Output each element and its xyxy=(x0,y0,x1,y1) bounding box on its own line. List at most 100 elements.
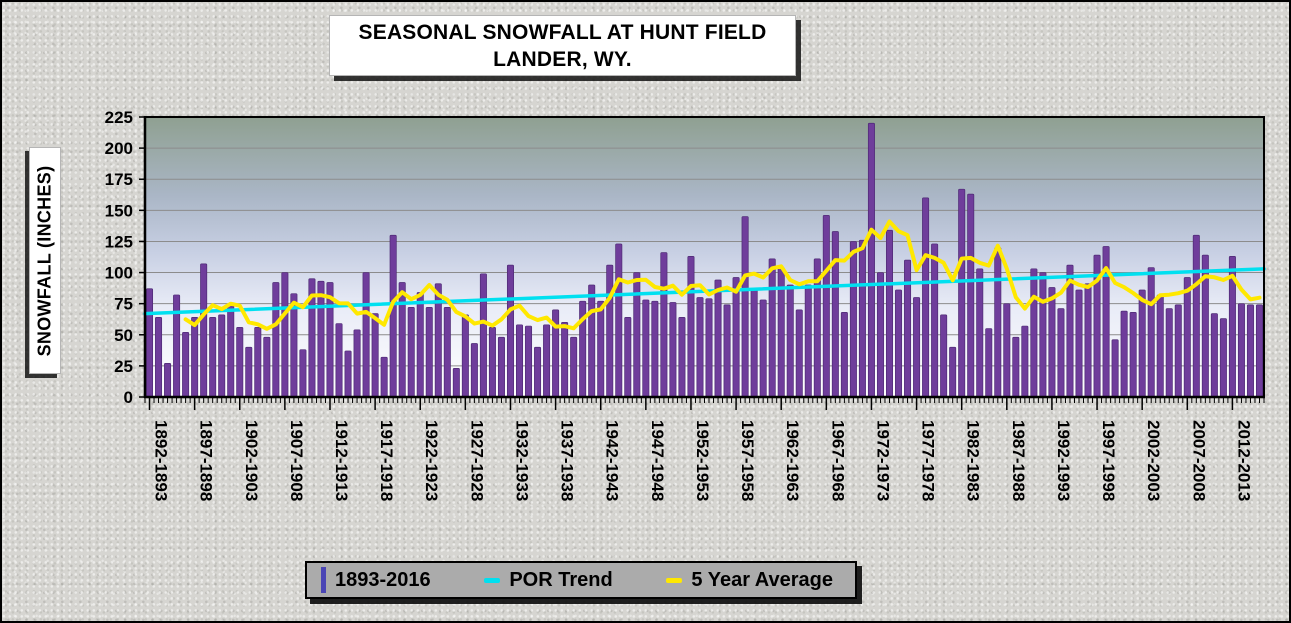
svg-text:1922-1923: 1922-1923 xyxy=(422,420,441,501)
snowfall-bar xyxy=(488,326,496,398)
svg-text:2002-2003: 2002-2003 xyxy=(1144,420,1163,501)
legend-item-trend: POR Trend xyxy=(484,568,613,592)
snowfall-bar xyxy=(344,350,352,398)
snowfall-bar xyxy=(976,268,984,398)
snowfall-bar xyxy=(470,343,478,398)
snowfall-bar xyxy=(1057,308,1065,398)
snowfall-bar xyxy=(407,307,415,398)
snowfall-bar xyxy=(804,284,812,398)
snowfall-bar xyxy=(840,312,848,398)
snowfall-bar xyxy=(525,325,533,398)
snowfall-bar xyxy=(263,336,271,398)
snowfall-bar xyxy=(660,252,668,398)
svg-text:1982-1983: 1982-1983 xyxy=(964,420,983,501)
snowfall-bar xyxy=(1246,304,1254,398)
snowfall-bar xyxy=(534,346,542,398)
snowfall-bar xyxy=(705,298,713,398)
snowfall-bar xyxy=(651,300,659,398)
snowfall-bar xyxy=(588,284,596,398)
snowfall-bar xyxy=(958,188,966,398)
snowfall-bar xyxy=(768,258,776,398)
five-year-average-marker-icon xyxy=(666,577,683,583)
snowfall-bar xyxy=(597,300,605,398)
five-year-average-line xyxy=(183,219,1262,331)
svg-text:150: 150 xyxy=(105,201,133,220)
svg-text:1907-1908: 1907-1908 xyxy=(287,420,306,501)
snowfall-bar xyxy=(876,272,884,398)
snowfall-bar xyxy=(678,317,686,398)
svg-text:1977-1978: 1977-1978 xyxy=(919,420,938,501)
snowfall-bar xyxy=(479,273,487,398)
bar-series-marker-icon xyxy=(321,567,326,593)
snowfall-bar xyxy=(218,314,226,398)
snowfall-bar xyxy=(245,346,253,398)
svg-text:1902-1903: 1902-1903 xyxy=(242,420,261,501)
svg-text:1947-1948: 1947-1948 xyxy=(648,420,667,501)
snowfall-bar xyxy=(822,214,830,398)
snowfall-bar xyxy=(849,241,857,398)
svg-text:1957-1958: 1957-1958 xyxy=(738,420,757,501)
snowfall-bar xyxy=(1048,287,1056,398)
svg-text:100: 100 xyxy=(105,264,133,283)
x-tick-labels: 1892-1893 1897-1898 1902-1903 1907-1908 1912… xyxy=(148,397,1253,501)
snowfall-bar xyxy=(506,264,514,398)
snowfall-bar xyxy=(146,288,154,398)
snowfall-bar xyxy=(182,331,190,398)
snowfall-bar xyxy=(299,349,307,398)
svg-text:125: 125 xyxy=(105,232,133,251)
svg-text:2012-2013: 2012-2013 xyxy=(1234,420,1253,501)
snowfall-bar xyxy=(371,313,379,398)
svg-text:1972-1973: 1972-1973 xyxy=(873,420,892,501)
legend-item-series: 1893-2016 xyxy=(321,567,431,593)
legend-label-trend: POR Trend xyxy=(509,568,613,591)
snowfall-bar xyxy=(272,282,280,398)
snowfall-bar xyxy=(1075,289,1083,398)
snowfall-bar xyxy=(227,304,235,398)
snowfall-bar xyxy=(985,328,993,398)
svg-text:1942-1943: 1942-1943 xyxy=(603,420,622,501)
snowfall-bar xyxy=(1210,313,1218,398)
snowfall-bar xyxy=(606,264,614,398)
legend: 1893-2016 POR Trend 5 Year Average xyxy=(305,561,857,599)
snowfall-bar xyxy=(389,234,397,398)
snowfall-bar xyxy=(1156,294,1164,398)
snowfall-bar xyxy=(317,280,325,398)
snowfall-bar xyxy=(949,346,957,398)
snowfall-bar xyxy=(1012,336,1020,398)
svg-text:75: 75 xyxy=(114,295,133,314)
snowfall-bar xyxy=(200,263,208,398)
snowfall-bar xyxy=(723,304,731,398)
snowfall-bar xyxy=(1255,304,1263,398)
snowfall-bar xyxy=(173,294,181,398)
svg-text:2007-2008: 2007-2008 xyxy=(1189,420,1208,501)
snowfall-bar xyxy=(714,279,722,398)
snowfall-bar xyxy=(353,329,361,398)
snowfall-bar xyxy=(1111,339,1119,398)
snowfall-bar xyxy=(236,326,244,398)
snowfall-bar xyxy=(750,288,758,398)
snowfall-bar xyxy=(543,324,551,398)
snowfall-bar xyxy=(452,368,460,398)
snowfall-bar xyxy=(922,197,930,398)
snowfall-bar xyxy=(191,317,199,398)
snowfall-bar xyxy=(904,259,912,398)
svg-text:1967-1968: 1967-1968 xyxy=(828,420,847,501)
snowfall-bar xyxy=(895,289,903,398)
snowfall-bar xyxy=(867,122,875,398)
snowfall-bar xyxy=(732,277,740,398)
snowfall-bar xyxy=(633,272,641,398)
svg-text:50: 50 xyxy=(114,326,133,345)
snowfall-bar xyxy=(516,324,524,398)
snowfall-bar xyxy=(398,282,406,398)
svg-text:1932-1933: 1932-1933 xyxy=(512,420,531,501)
snowfall-bar xyxy=(380,356,388,398)
snowfall-bar xyxy=(461,314,469,398)
snowfall-bar xyxy=(254,326,262,398)
snowfall-bar xyxy=(425,307,433,398)
svg-text:1992-1993: 1992-1993 xyxy=(1054,420,1073,501)
svg-text:1937-1938: 1937-1938 xyxy=(558,420,577,501)
snowfall-bar xyxy=(696,297,704,398)
svg-text:1897-1898: 1897-1898 xyxy=(197,420,216,501)
snowfall-bar xyxy=(1030,268,1038,398)
